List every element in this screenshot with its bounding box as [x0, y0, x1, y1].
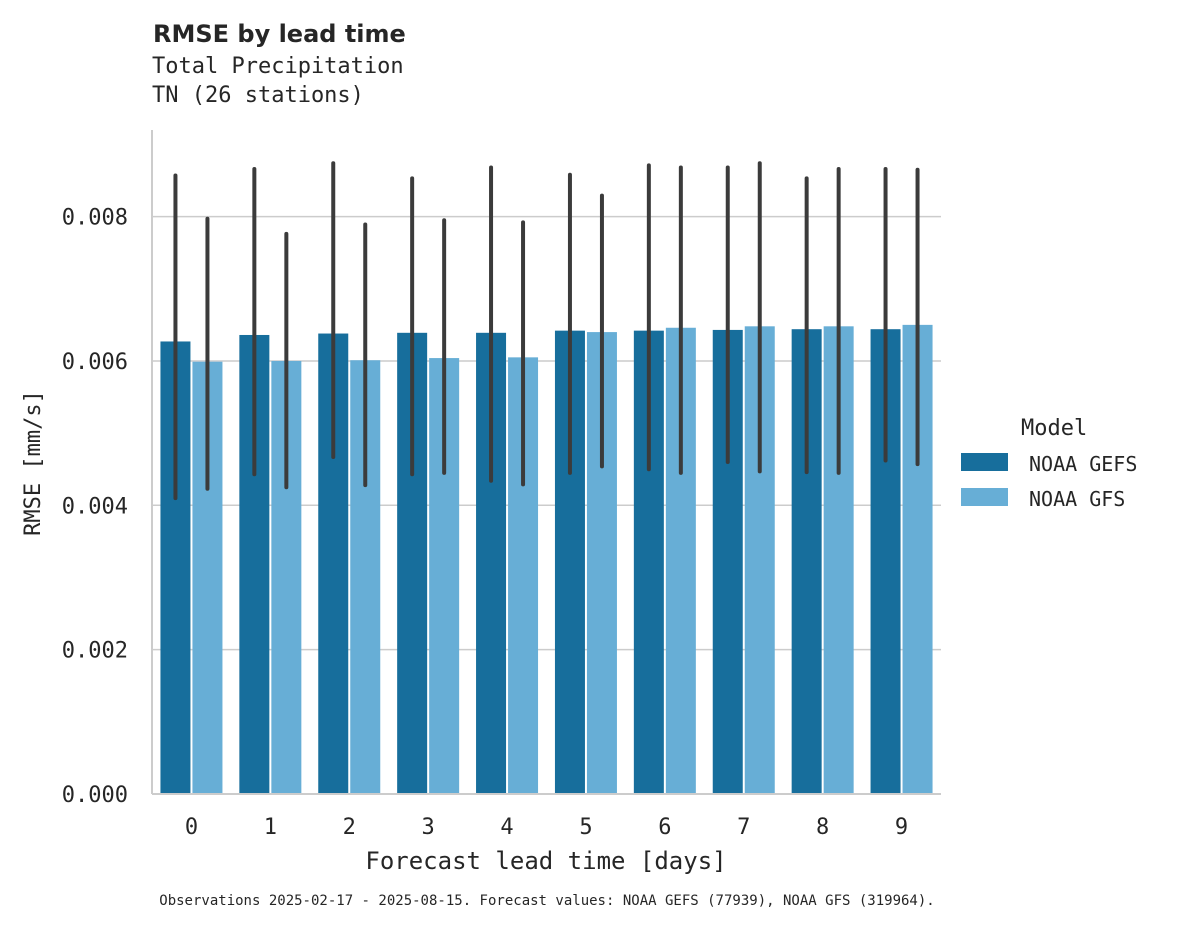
legend-swatch-gefs: [961, 453, 1008, 471]
legend-label-gefs: NOAA GEFS: [1029, 452, 1137, 476]
x-tick-label: 7: [737, 815, 750, 840]
legend-title: Model: [1021, 416, 1087, 441]
legend: Model NOAA GEFS NOAA GFS: [961, 416, 1137, 511]
chart-subtitle-line-1: Total Precipitation: [152, 54, 404, 79]
x-tick-label: 0: [185, 815, 198, 840]
y-axis-label: RMSE [mm/s]: [21, 390, 46, 536]
x-tick-label: 6: [658, 815, 671, 840]
x-tick-label: 5: [579, 815, 592, 840]
x-tick-label: 1: [264, 815, 277, 840]
legend-label-gfs: NOAA GFS: [1029, 487, 1125, 511]
error-bars-layer: [173, 161, 920, 501]
axes-layer: [151, 130, 941, 795]
x-tick-label: 8: [816, 815, 829, 840]
y-tick-label: 0.006: [62, 350, 128, 375]
x-tick-label: 2: [343, 815, 356, 840]
x-tick-label: 4: [500, 815, 513, 840]
y-tick-label: 0.000: [62, 783, 128, 808]
x-axis-label: Forecast lead time [days]: [365, 847, 726, 875]
y-tick-label: 0.008: [62, 206, 128, 231]
chart-subtitle-line-2: TN (26 stations): [152, 83, 364, 108]
legend-swatch-gfs: [961, 488, 1008, 506]
y-tick-label: 0.002: [62, 639, 128, 664]
y-tick-label: 0.004: [62, 494, 128, 519]
y-tick-labels: 0.000 0.002 0.004 0.006 0.008: [62, 206, 128, 808]
x-tick-labels: 0 1 2 3 4 5 6 7 8 9: [185, 815, 908, 840]
bars-layer: [160, 324, 933, 794]
x-tick-label: 9: [895, 815, 908, 840]
gridlines: [152, 215, 941, 651]
chart-title: RMSE by lead time: [153, 20, 406, 48]
chart-footnote: Observations 2025-02-17 - 2025-08-15. Fo…: [159, 893, 934, 909]
x-tick-label: 3: [422, 815, 435, 840]
